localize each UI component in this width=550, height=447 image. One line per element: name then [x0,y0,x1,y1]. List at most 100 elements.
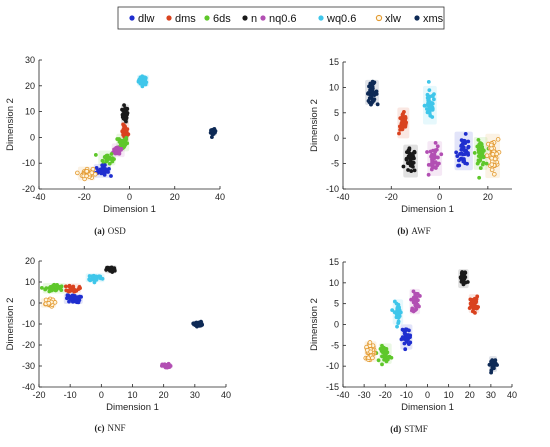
data-point [466,152,471,157]
data-point [390,308,395,313]
series-xms [191,319,205,329]
data-point [466,139,471,144]
panel-caption: (a) OSD [94,226,126,236]
panel-awf: -40 -20 0 20 -10 -5 0 5 10 15 Dimension 1 Dimension… [309,57,512,236]
data-point [100,158,105,163]
y-tick-label: 10 [329,278,339,288]
data-point [398,116,403,121]
data-point [477,150,481,155]
data-point [412,168,417,173]
data-point [478,141,483,145]
data-point [463,152,467,156]
data-point [425,150,429,154]
data-point [411,289,416,294]
data-point [109,174,113,178]
y-tick-label: -10 [326,184,339,194]
data-point [107,166,111,171]
legend-item-wq06: wq0.6 [318,13,356,25]
data-point [476,158,481,163]
x-axis-title: Dimension 1 [401,204,454,215]
legend-item-6ds: 6ds [204,13,231,25]
data-point [463,161,468,166]
x-axis-title: Dimension 1 [106,402,159,413]
data-point [366,98,371,103]
data-point [142,75,147,80]
data-point [210,135,214,140]
data-point [411,151,416,156]
data-point [463,132,468,136]
data-point [380,362,384,367]
series-dms [397,109,408,136]
data-point [109,268,114,273]
caption-text: OSD [108,226,127,236]
data-point [428,149,433,154]
series-xms [365,79,380,107]
data-point [403,124,408,129]
data-point [489,359,494,364]
x-tick-label: -20 [379,390,392,400]
data-point [455,154,460,158]
x-tick-label: -40 [336,390,349,400]
data-point [480,162,485,167]
legend-marker [414,15,420,21]
series-nq06 [111,145,124,156]
y-tick-label: 0 [334,320,339,330]
data-point [368,88,372,92]
legend-item-xlw: xlw [375,13,401,25]
x-tick-label: 0 [99,390,104,400]
y-tick-label: -10 [22,158,35,168]
legend-label: xms [423,13,444,25]
data-point [67,299,71,304]
data-point [470,304,475,309]
data-point [478,166,483,170]
caption-text: STMF [404,424,428,434]
series-dms [63,283,82,294]
data-point [136,78,141,83]
y-tick-label: 10 [25,277,35,287]
data-point [395,324,399,329]
x-tick-label: -20 [385,192,398,202]
data-point [409,308,414,313]
y-tick-label: 0 [334,133,339,143]
data-point [492,171,497,177]
data-point [387,354,392,359]
data-point [411,154,416,159]
x-tick-label: 30 [190,390,200,400]
y-axis-title: Dimension 2 [5,298,16,351]
x-tick-label: 30 [486,390,496,400]
legend-label: n [251,13,257,25]
series-dlw [65,293,83,305]
legend-item-nq06: nq0.6 [260,13,297,25]
series-wq06 [87,273,105,285]
data-point [109,152,114,156]
data-point [411,160,416,165]
data-point [459,138,464,143]
data-point [400,335,405,340]
data-point [370,355,375,361]
data-point [371,99,376,103]
data-point [492,156,498,162]
data-point [395,305,400,310]
x-tick-label: 40 [215,192,225,202]
data-point [394,312,399,316]
x-tick-label: -40 [336,192,349,202]
legend-marker [166,15,172,21]
caption-text: AWF [411,226,430,236]
data-point [433,140,438,145]
data-point [402,341,407,346]
data-point [209,128,213,133]
data-point [459,144,464,149]
data-point [489,368,494,373]
y-tick-label: 0 [30,132,35,142]
legend-item-xms: xms [414,13,444,25]
data-point [456,158,461,163]
series-xlw [43,296,58,309]
data-point [195,322,199,327]
data-point [46,300,52,306]
data-point [98,274,103,279]
data-point [484,161,489,166]
data-point [426,95,431,100]
data-point [435,144,440,149]
data-point [454,150,459,155]
data-point [406,342,411,347]
